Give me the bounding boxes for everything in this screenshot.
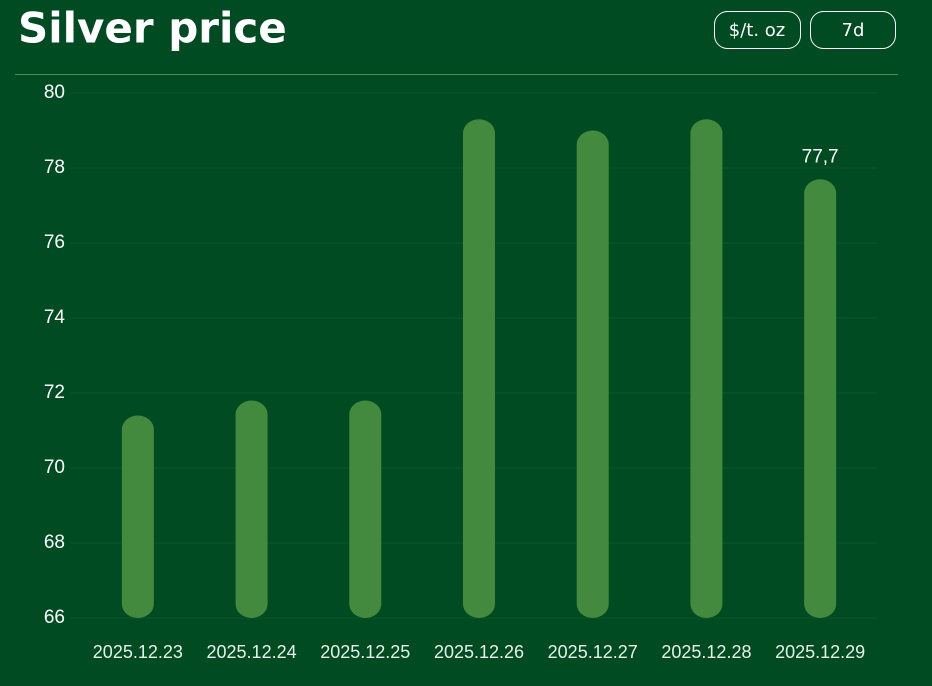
chart-title: Silver price [18, 4, 287, 53]
x-tick-label: 2025.12.25 [320, 642, 410, 662]
y-tick-label: 72 [44, 382, 65, 403]
bar [463, 119, 495, 618]
bar [349, 400, 382, 618]
unit-button[interactable] [714, 11, 801, 49]
bar [235, 400, 268, 618]
x-tick-label: 2025.12.29 [775, 642, 865, 662]
x-tick-label: 2025.12.26 [434, 642, 524, 662]
y-tick-label: 80 [44, 82, 65, 103]
x-tick-label: 2025.12.27 [548, 642, 638, 662]
x-tick-label: 2025.12.24 [207, 642, 297, 662]
y-tick-label: 74 [44, 307, 66, 328]
y-tick-label: 70 [44, 457, 65, 478]
bar [690, 119, 723, 618]
y-tick-label: 68 [44, 532, 65, 553]
y-tick-label: 76 [44, 232, 65, 253]
x-tick-label: 2025.12.28 [661, 642, 751, 662]
x-tick-label: 2025.12.23 [93, 642, 183, 662]
y-tick-label: 66 [44, 607, 65, 628]
bar [576, 130, 609, 618]
value-label: 77,7 [802, 146, 839, 167]
range-button-label[interactable]: 7d [842, 20, 865, 41]
bar [804, 179, 837, 618]
bar [121, 415, 154, 618]
y-tick-label: 78 [44, 157, 65, 178]
unit-button-label[interactable]: $/t. oz [729, 20, 785, 41]
range-button[interactable] [810, 11, 896, 49]
